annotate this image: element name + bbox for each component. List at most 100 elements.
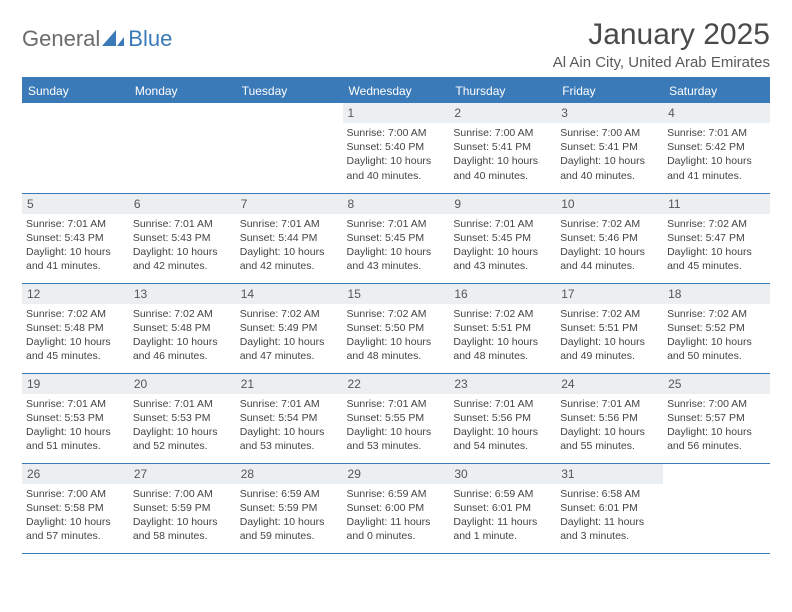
day-number: 6 — [129, 194, 236, 214]
day-number: 21 — [236, 374, 343, 394]
calendar-day-cell — [663, 463, 770, 553]
calendar-day-cell: 5Sunrise: 7:01 AMSunset: 5:43 PMDaylight… — [22, 193, 129, 283]
day-detail-text: Sunrise: 7:02 AMSunset: 5:52 PMDaylight:… — [667, 307, 766, 364]
day-number — [236, 103, 343, 123]
logo-text-general: General — [22, 26, 100, 52]
calendar-body: 1Sunrise: 7:00 AMSunset: 5:40 PMDaylight… — [22, 103, 770, 553]
day-detail-text: Sunrise: 7:02 AMSunset: 5:47 PMDaylight:… — [667, 217, 766, 274]
day-detail-text: Sunrise: 7:01 AMSunset: 5:45 PMDaylight:… — [453, 217, 552, 274]
day-number — [129, 103, 236, 123]
day-number: 8 — [343, 194, 450, 214]
weekday-header: Tuesday — [236, 78, 343, 103]
day-detail-text: Sunrise: 6:59 AMSunset: 6:01 PMDaylight:… — [453, 487, 552, 544]
logo-mark-icon — [102, 30, 126, 48]
calendar-day-cell: 18 Sunrise: 7:02 AMSunset: 5:52 PMDayligh… — [663, 283, 770, 373]
weekday-header: Wednesday — [343, 78, 450, 103]
calendar-day-cell: 12 Sunrise: 7:02 AMSunset: 5:48 PMDayligh… — [22, 283, 129, 373]
day-number: 13 — [129, 284, 236, 304]
calendar-day-cell: 10Sunrise: 7:02 AMSunset: 5:46 PMDayligh… — [556, 193, 663, 283]
day-detail-text: Sunrise: 7:01 AMSunset: 5:42 PMDaylight:… — [667, 126, 766, 183]
day-number — [22, 103, 129, 123]
day-number: 28 — [236, 464, 343, 484]
calendar-day-cell: 1Sunrise: 7:00 AMSunset: 5:40 PMDaylight… — [343, 103, 450, 193]
calendar-table: Sunday Monday Tuesday Wednesday Thursday… — [22, 77, 770, 554]
day-detail-text: Sunrise: 7:02 AMSunset: 5:48 PMDaylight:… — [133, 307, 232, 364]
calendar-day-cell: 31 Sunrise: 6:58 AMSunset: 6:01 PMDayligh… — [556, 463, 663, 553]
day-number: 17 — [556, 284, 663, 304]
calendar-week-row: 1Sunrise: 7:00 AMSunset: 5:40 PMDaylight… — [22, 103, 770, 193]
calendar-week-row: 26 Sunrise: 7:00 AMSunset: 5:58 PMDayligh… — [22, 463, 770, 553]
day-number: 19 — [22, 374, 129, 394]
day-number — [663, 464, 770, 484]
day-number: 31 — [556, 464, 663, 484]
day-number: 12 — [22, 284, 129, 304]
day-number: 4 — [663, 103, 770, 123]
calendar-day-cell — [236, 103, 343, 193]
day-detail-text: Sunrise: 7:02 AMSunset: 5:51 PMDaylight:… — [453, 307, 552, 364]
day-detail-text: Sunrise: 7:01 AMSunset: 5:43 PMDaylight:… — [133, 217, 232, 274]
day-detail-text: Sunrise: 7:00 AMSunset: 5:59 PMDaylight:… — [133, 487, 232, 544]
day-detail-text: Sunrise: 7:01 AMSunset: 5:44 PMDaylight:… — [240, 217, 339, 274]
day-detail-text: Sunrise: 7:00 AMSunset: 5:58 PMDaylight:… — [26, 487, 125, 544]
calendar-day-cell: 26 Sunrise: 7:00 AMSunset: 5:58 PMDayligh… — [22, 463, 129, 553]
day-detail-text: Sunrise: 7:00 AMSunset: 5:57 PMDaylight:… — [667, 397, 766, 454]
day-detail-text: Sunrise: 7:01 AMSunset: 5:45 PMDaylight:… — [347, 217, 446, 274]
day-number: 23 — [449, 374, 556, 394]
day-detail-text: Sunrise: 7:02 AMSunset: 5:50 PMDaylight:… — [347, 307, 446, 364]
calendar-day-cell: 30 Sunrise: 6:59 AMSunset: 6:01 PMDayligh… — [449, 463, 556, 553]
location-subtitle: Al Ain City, United Arab Emirates — [553, 54, 770, 71]
day-detail-text: Sunrise: 7:01 AMSunset: 5:53 PMDaylight:… — [133, 397, 232, 454]
calendar-day-cell: 7Sunrise: 7:01 AMSunset: 5:44 PMDaylight… — [236, 193, 343, 283]
calendar-week-row: 12Sunrise: 7:02 AMSunset: 5:48 PMDayligh… — [22, 283, 770, 373]
day-number: 11 — [663, 194, 770, 214]
calendar-day-cell: 14 Sunrise: 7:02 AMSunset: 5:49 PMDayligh… — [236, 283, 343, 373]
day-detail-text: Sunrise: 7:01 AMSunset: 5:53 PMDaylight:… — [26, 397, 125, 454]
day-detail-text: Sunrise: 7:02 AMSunset: 5:49 PMDaylight:… — [240, 307, 339, 364]
calendar-day-cell: 6 Sunrise: 7:01 AMSunset: 5:43 PMDaylight… — [129, 193, 236, 283]
weekday-header: Thursday — [449, 78, 556, 103]
day-number: 16 — [449, 284, 556, 304]
calendar-day-cell — [22, 103, 129, 193]
day-number: 30 — [449, 464, 556, 484]
day-detail-text: Sunrise: 7:01 AMSunset: 5:56 PMDaylight:… — [453, 397, 552, 454]
calendar-day-cell: 8 Sunrise: 7:01 AMSunset: 5:45 PMDaylight… — [343, 193, 450, 283]
day-number: 3 — [556, 103, 663, 123]
day-detail-text: Sunrise: 7:01 AMSunset: 5:55 PMDaylight:… — [347, 397, 446, 454]
day-detail-text: Sunrise: 7:02 AMSunset: 5:48 PMDaylight:… — [26, 307, 125, 364]
calendar-day-cell: 20 Sunrise: 7:01 AMSunset: 5:53 PMDayligh… — [129, 373, 236, 463]
day-number: 9 — [449, 194, 556, 214]
calendar-day-cell: 25 Sunrise: 7:00 AMSunset: 5:57 PMDayligh… — [663, 373, 770, 463]
day-detail-text: Sunrise: 6:59 AMSunset: 6:00 PMDaylight:… — [347, 487, 446, 544]
day-number: 20 — [129, 374, 236, 394]
day-number: 15 — [343, 284, 450, 304]
calendar-day-cell: 13 Sunrise: 7:02 AMSunset: 5:48 PMDayligh… — [129, 283, 236, 373]
day-number: 26 — [22, 464, 129, 484]
day-detail-text: Sunrise: 6:58 AMSunset: 6:01 PMDaylight:… — [560, 487, 659, 544]
calendar-day-cell: 19 Sunrise: 7:01 AMSunset: 5:53 PMDayligh… — [22, 373, 129, 463]
calendar-day-cell: 24Sunrise: 7:01 AMSunset: 5:56 PMDayligh… — [556, 373, 663, 463]
calendar-day-cell: 11 Sunrise: 7:02 AMSunset: 5:47 PMDayligh… — [663, 193, 770, 283]
calendar-day-cell: 29Sunrise: 6:59 AMSunset: 6:00 PMDayligh… — [343, 463, 450, 553]
logo: General Blue — [22, 26, 172, 52]
calendar-day-cell: 16 Sunrise: 7:02 AMSunset: 5:51 PMDayligh… — [449, 283, 556, 373]
day-number: 18 — [663, 284, 770, 304]
day-detail-text: Sunrise: 7:02 AMSunset: 5:51 PMDaylight:… — [560, 307, 659, 364]
day-number: 14 — [236, 284, 343, 304]
day-number: 25 — [663, 374, 770, 394]
day-number: 10 — [556, 194, 663, 214]
day-detail-text: Sunrise: 7:00 AMSunset: 5:41 PMDaylight:… — [560, 126, 659, 183]
calendar-week-row: 19Sunrise: 7:01 AMSunset: 5:53 PMDayligh… — [22, 373, 770, 463]
calendar-day-cell: 17 Sunrise: 7:02 AMSunset: 5:51 PMDayligh… — [556, 283, 663, 373]
weekday-header: Friday — [556, 78, 663, 103]
calendar-day-cell: 22 Sunrise: 7:01 AMSunset: 5:55 PMDayligh… — [343, 373, 450, 463]
day-number: 1 — [343, 103, 450, 123]
day-detail-text: Sunrise: 7:00 AMSunset: 5:41 PMDaylight:… — [453, 126, 552, 183]
calendar-day-cell: 9 Sunrise: 7:01 AMSunset: 5:45 PMDaylight… — [449, 193, 556, 283]
weekday-header: Sunday — [22, 78, 129, 103]
day-detail-text: Sunrise: 6:59 AMSunset: 5:59 PMDaylight:… — [240, 487, 339, 544]
day-detail-text: Sunrise: 7:01 AMSunset: 5:56 PMDaylight:… — [560, 397, 659, 454]
day-number: 22 — [343, 374, 450, 394]
page-title: January 2025 — [553, 18, 770, 52]
logo-text-blue: Blue — [128, 26, 172, 52]
calendar-day-cell: 2Sunrise: 7:00 AMSunset: 5:41 PMDaylight… — [449, 103, 556, 193]
